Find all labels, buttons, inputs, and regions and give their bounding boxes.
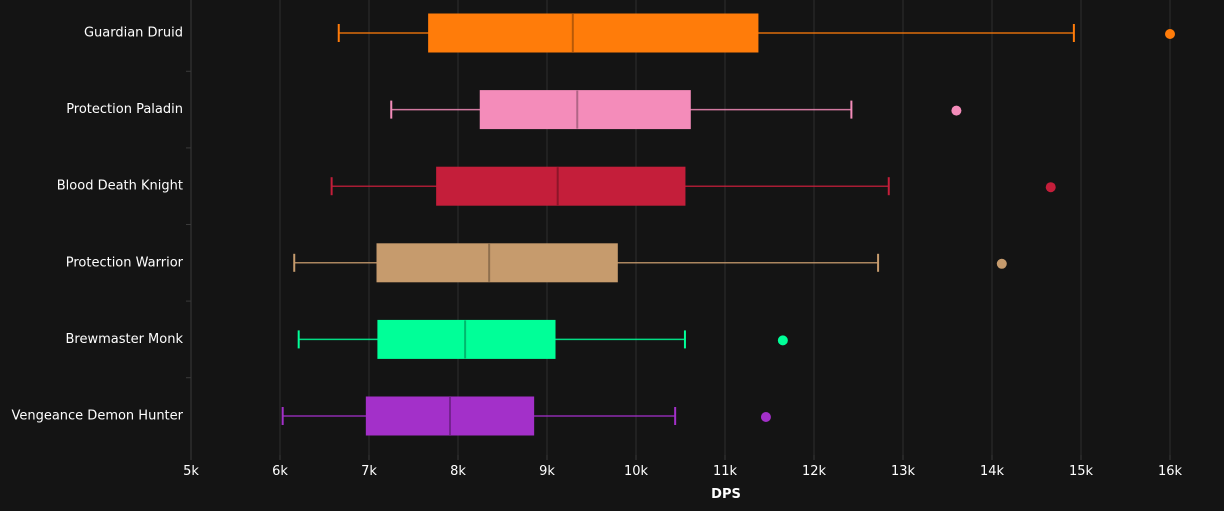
box-brewmaster-monk: Brewmaster Monk bbox=[65, 319, 788, 359]
x-tick-label: 16k bbox=[1158, 464, 1183, 479]
outlier-point bbox=[777, 335, 788, 346]
category-label: Protection Warrior bbox=[66, 255, 184, 270]
category-label: Guardian Druid bbox=[84, 26, 183, 41]
category-label: Protection Paladin bbox=[66, 102, 183, 117]
boxes: Guardian Druid Protection Paladin Blood De… bbox=[11, 13, 1175, 436]
y-axis bbox=[186, 0, 192, 455]
x-tick-label: 8k bbox=[450, 464, 466, 479]
box-blood-death-knight: Blood Death Knight bbox=[57, 166, 1056, 206]
x-tick-label: 11k bbox=[713, 464, 738, 479]
x-tick-label: 15k bbox=[1069, 464, 1094, 479]
outlier-point bbox=[1165, 29, 1175, 39]
category-label: Vengeance Demon Hunter bbox=[11, 409, 183, 424]
box-iqr bbox=[377, 319, 556, 359]
x-tick-label: 10k bbox=[624, 464, 649, 479]
x-axis-ticks: 5k 6k 7k 8k 9k 10k 11k 12k 13k 14k 15k 16k bbox=[183, 455, 1183, 479]
box-guardian-druid: Guardian Druid bbox=[84, 13, 1175, 53]
x-tick-label: 12k bbox=[802, 464, 827, 479]
x-tick-label: 5k bbox=[183, 464, 199, 479]
category-label: Brewmaster Monk bbox=[65, 332, 183, 347]
box-protection-paladin: Protection Paladin bbox=[66, 90, 962, 130]
box-iqr bbox=[436, 166, 686, 206]
outlier-point bbox=[996, 258, 1007, 269]
x-tick-label: 6k bbox=[272, 464, 288, 479]
outlier-point bbox=[1045, 182, 1056, 193]
outlier-point bbox=[760, 412, 771, 422]
box-iqr bbox=[365, 396, 535, 436]
x-tick-label: 13k bbox=[891, 464, 916, 479]
x-tick-label: 9k bbox=[539, 464, 555, 479]
box-iqr bbox=[376, 243, 618, 283]
outlier-point bbox=[951, 105, 962, 116]
x-tick-label: 14k bbox=[980, 464, 1005, 479]
box-protection-warrior: Protection Warrior bbox=[66, 243, 1007, 283]
box-iqr bbox=[479, 90, 691, 130]
gridlines bbox=[279, 0, 1171, 455]
box-iqr bbox=[428, 13, 759, 53]
x-tick-label: 7k bbox=[361, 464, 377, 479]
box-vengeance-demon-hunter: Vengeance Demon Hunter bbox=[11, 396, 771, 436]
category-label: Blood Death Knight bbox=[57, 179, 183, 194]
x-axis-title: DPS bbox=[711, 487, 741, 502]
